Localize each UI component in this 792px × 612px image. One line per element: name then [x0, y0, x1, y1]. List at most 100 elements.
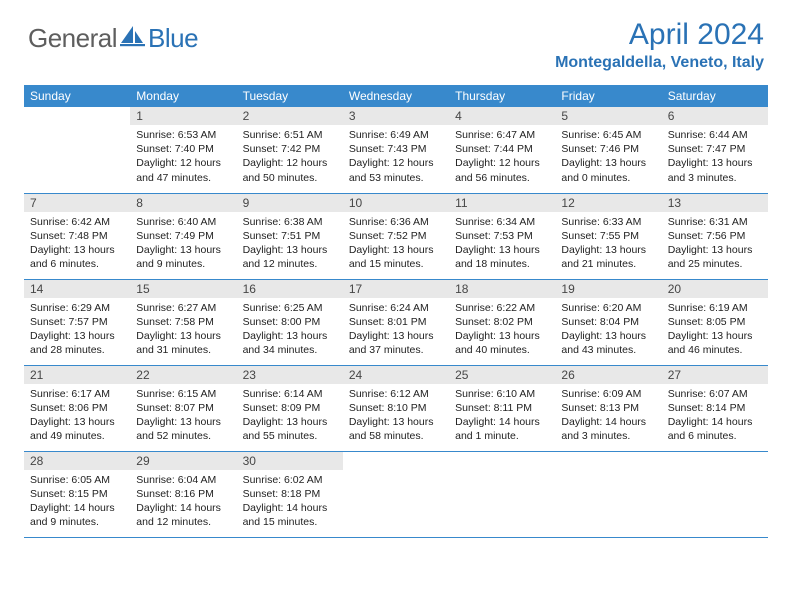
daylight-text: Daylight: 14 hours and 12 minutes.: [136, 501, 230, 529]
sunset-text: Sunset: 7:52 PM: [349, 229, 443, 243]
sunset-text: Sunset: 7:40 PM: [136, 142, 230, 156]
day-header: Thursday: [449, 85, 555, 107]
sunset-text: Sunset: 8:15 PM: [30, 487, 124, 501]
day-cell: .: [449, 451, 555, 537]
sunrise-text: Sunrise: 6:15 AM: [136, 387, 230, 401]
sunrise-text: Sunrise: 6:05 AM: [30, 473, 124, 487]
month-title: April 2024: [555, 18, 764, 52]
sunrise-text: Sunrise: 6:29 AM: [30, 301, 124, 315]
sunset-text: Sunset: 7:47 PM: [668, 142, 762, 156]
day-cell: 13Sunrise: 6:31 AMSunset: 7:56 PMDayligh…: [662, 193, 768, 279]
day-details: Sunrise: 6:33 AMSunset: 7:55 PMDaylight:…: [555, 212, 661, 275]
day-number: 2: [237, 107, 343, 125]
daylight-text: Daylight: 12 hours and 56 minutes.: [455, 156, 549, 184]
sunrise-text: Sunrise: 6:31 AM: [668, 215, 762, 229]
sunset-text: Sunset: 7:55 PM: [561, 229, 655, 243]
sunset-text: Sunset: 8:11 PM: [455, 401, 549, 415]
daylight-text: Daylight: 13 hours and 55 minutes.: [243, 415, 337, 443]
day-cell: 14Sunrise: 6:29 AMSunset: 7:57 PMDayligh…: [24, 279, 130, 365]
title-block: April 2024 Montegaldella, Veneto, Italy: [555, 18, 764, 72]
daylight-text: Daylight: 14 hours and 15 minutes.: [243, 501, 337, 529]
sunrise-text: Sunrise: 6:27 AM: [136, 301, 230, 315]
daylight-text: Daylight: 13 hours and 40 minutes.: [455, 329, 549, 357]
day-number: 25: [449, 366, 555, 384]
day-details: Sunrise: 6:29 AMSunset: 7:57 PMDaylight:…: [24, 298, 130, 361]
day-cell: 27Sunrise: 6:07 AMSunset: 8:14 PMDayligh…: [662, 365, 768, 451]
sunset-text: Sunset: 7:51 PM: [243, 229, 337, 243]
week-row: .1Sunrise: 6:53 AMSunset: 7:40 PMDayligh…: [24, 107, 768, 193]
sunrise-text: Sunrise: 6:14 AM: [243, 387, 337, 401]
sunset-text: Sunset: 7:43 PM: [349, 142, 443, 156]
day-number: 8: [130, 194, 236, 212]
daylight-text: Daylight: 13 hours and 34 minutes.: [243, 329, 337, 357]
sunrise-text: Sunrise: 6:24 AM: [349, 301, 443, 315]
day-details: Sunrise: 6:17 AMSunset: 8:06 PMDaylight:…: [24, 384, 130, 447]
sunset-text: Sunset: 8:14 PM: [668, 401, 762, 415]
day-cell: 23 Sunrise: 6:14 AMSunset: 8:09 PMDayligh…: [237, 365, 343, 451]
day-details: Sunrise: 6:27 AMSunset: 7:58 PMDaylight:…: [130, 298, 236, 361]
day-number: 19: [555, 280, 661, 298]
daylight-text: Daylight: 13 hours and 31 minutes.: [136, 329, 230, 357]
sunrise-text: Sunrise: 6:09 AM: [561, 387, 655, 401]
day-number: 16: [237, 280, 343, 298]
day-details: Sunrise: 6:20 AMSunset: 8:04 PMDaylight:…: [555, 298, 661, 361]
sunrise-text: Sunrise: 6:25 AM: [243, 301, 337, 315]
day-cell: 2Sunrise: 6:51 AMSunset: 7:42 PMDaylight…: [237, 107, 343, 193]
day-details: Sunrise: 6:10 AMSunset: 8:11 PMDaylight:…: [449, 384, 555, 447]
day-number: 15: [130, 280, 236, 298]
daylight-text: Daylight: 14 hours and 3 minutes.: [561, 415, 655, 443]
logo-sail-icon: [120, 25, 146, 52]
daylight-text: Daylight: 13 hours and 25 minutes.: [668, 243, 762, 271]
day-details: Sunrise: 6:49 AMSunset: 7:43 PMDaylight:…: [343, 125, 449, 188]
sunset-text: Sunset: 7:57 PM: [30, 315, 124, 329]
location-label: Montegaldella, Veneto, Italy: [555, 54, 764, 72]
day-details: Sunrise: 6:09 AMSunset: 8:13 PMDaylight:…: [555, 384, 661, 447]
day-cell: 7Sunrise: 6:42 AMSunset: 7:48 PMDaylight…: [24, 193, 130, 279]
day-cell: .: [555, 451, 661, 537]
day-number: 1: [130, 107, 236, 125]
day-number: 23: [237, 366, 343, 384]
day-details: Sunrise: 6:05 AMSunset: 8:15 PMDaylight:…: [24, 470, 130, 533]
sunset-text: Sunset: 7:49 PM: [136, 229, 230, 243]
day-cell: 20Sunrise: 6:19 AMSunset: 8:05 PMDayligh…: [662, 279, 768, 365]
sunrise-text: Sunrise: 6:22 AM: [455, 301, 549, 315]
daylight-text: Daylight: 14 hours and 1 minute.: [455, 415, 549, 443]
day-details: Sunrise: 6:22 AMSunset: 8:02 PMDaylight:…: [449, 298, 555, 361]
daylight-text: Daylight: 13 hours and 6 minutes.: [30, 243, 124, 271]
day-number: 5: [555, 107, 661, 125]
daylight-text: Daylight: 13 hours and 49 minutes.: [30, 415, 124, 443]
day-cell: 10Sunrise: 6:36 AMSunset: 7:52 PMDayligh…: [343, 193, 449, 279]
daylight-text: Daylight: 13 hours and 15 minutes.: [349, 243, 443, 271]
day-details: Sunrise: 6:19 AMSunset: 8:05 PMDaylight:…: [662, 298, 768, 361]
day-number: 22: [130, 366, 236, 384]
day-details: Sunrise: 6:07 AMSunset: 8:14 PMDaylight:…: [662, 384, 768, 447]
day-number: 30: [237, 452, 343, 470]
day-number: 28: [24, 452, 130, 470]
daylight-text: Daylight: 13 hours and 18 minutes.: [455, 243, 549, 271]
sunrise-text: Sunrise: 6:19 AM: [668, 301, 762, 315]
daylight-text: Daylight: 13 hours and 3 minutes.: [668, 156, 762, 184]
day-cell: 12Sunrise: 6:33 AMSunset: 7:55 PMDayligh…: [555, 193, 661, 279]
sunset-text: Sunset: 8:16 PM: [136, 487, 230, 501]
day-header: Monday: [130, 85, 236, 107]
sunrise-text: Sunrise: 6:42 AM: [30, 215, 124, 229]
day-number: 10: [343, 194, 449, 212]
day-details: Sunrise: 6:47 AMSunset: 7:44 PMDaylight:…: [449, 125, 555, 188]
sunset-text: Sunset: 8:09 PM: [243, 401, 337, 415]
sunrise-text: Sunrise: 6:17 AM: [30, 387, 124, 401]
day-cell: 19Sunrise: 6:20 AMSunset: 8:04 PMDayligh…: [555, 279, 661, 365]
sunrise-text: Sunrise: 6:44 AM: [668, 128, 762, 142]
logo: General Blue: [28, 23, 198, 54]
daylight-text: Daylight: 13 hours and 43 minutes.: [561, 329, 655, 357]
day-number: 11: [449, 194, 555, 212]
day-number: 18: [449, 280, 555, 298]
sunset-text: Sunset: 8:05 PM: [668, 315, 762, 329]
sunrise-text: Sunrise: 6:53 AM: [136, 128, 230, 142]
sunrise-text: Sunrise: 6:51 AM: [243, 128, 337, 142]
day-details: Sunrise: 6:53 AMSunset: 7:40 PMDaylight:…: [130, 125, 236, 188]
day-cell: 6Sunrise: 6:44 AMSunset: 7:47 PMDaylight…: [662, 107, 768, 193]
week-row: 28Sunrise: 6:05 AMSunset: 8:15 PMDayligh…: [24, 451, 768, 537]
day-details: Sunrise: 6:12 AMSunset: 8:10 PMDaylight:…: [343, 384, 449, 447]
daylight-text: Daylight: 14 hours and 6 minutes.: [668, 415, 762, 443]
sunset-text: Sunset: 7:42 PM: [243, 142, 337, 156]
